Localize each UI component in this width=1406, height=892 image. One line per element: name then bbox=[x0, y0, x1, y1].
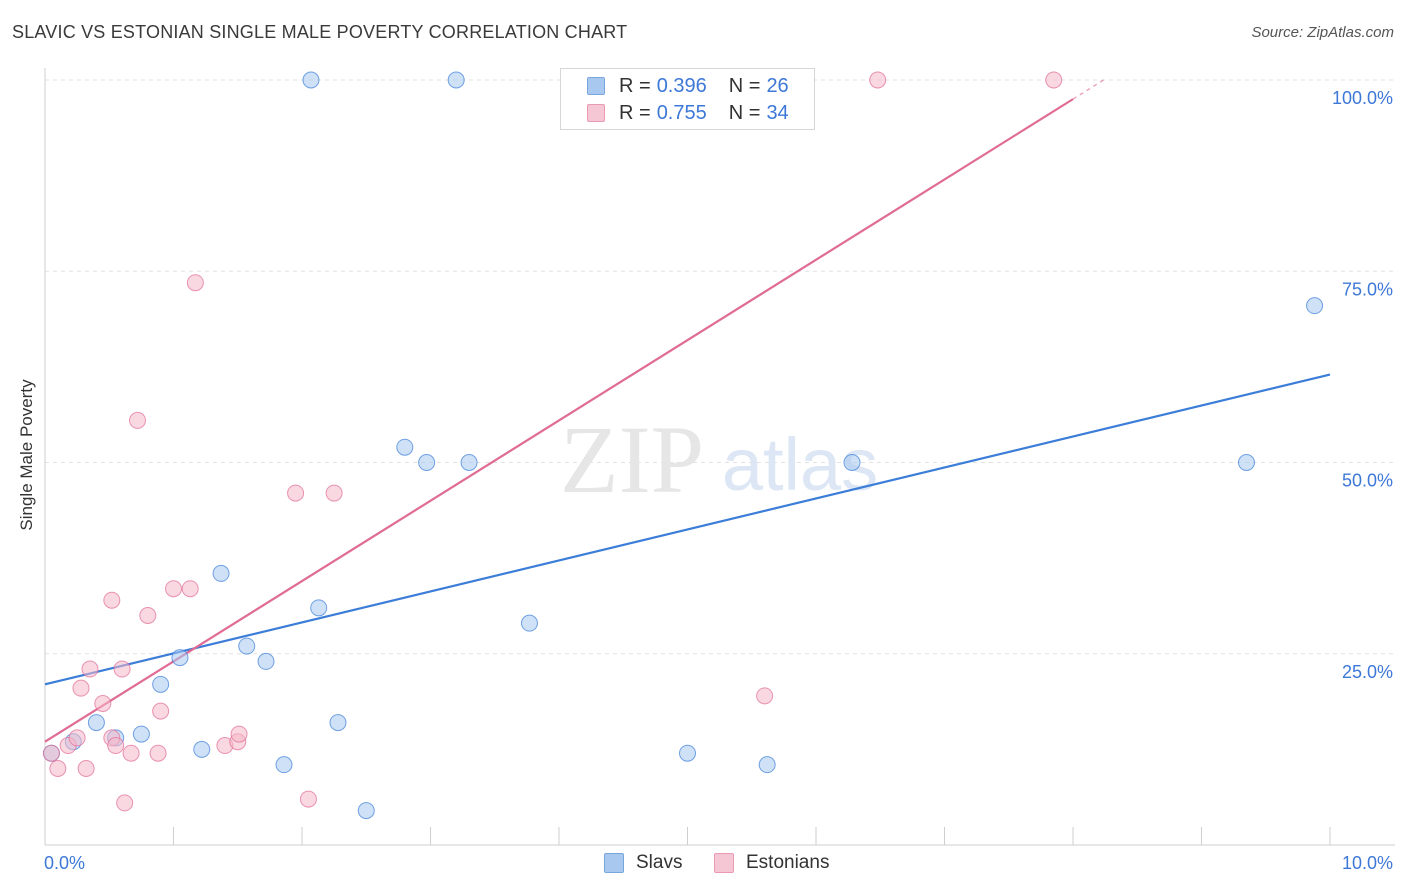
point-estonians-0 bbox=[42, 744, 60, 762]
point-estonians-23 bbox=[230, 725, 248, 743]
axes bbox=[44, 68, 1395, 846]
y-tick-label-75: 75.0% bbox=[1342, 279, 1393, 299]
point-slavs-18 bbox=[447, 71, 465, 89]
point-slavs-25 bbox=[1306, 297, 1324, 315]
legend-swatch-estonians bbox=[587, 104, 605, 122]
data-points bbox=[42, 71, 1324, 820]
legend: R = 0.396 N = 26 R = 0.755 N = 34 bbox=[560, 68, 815, 130]
point-slavs-5 bbox=[152, 675, 170, 693]
point-slavs-9 bbox=[238, 637, 256, 655]
bottom-legend-swatch-slavs bbox=[604, 853, 624, 873]
legend-n-label: N = bbox=[728, 101, 761, 124]
trend-lines bbox=[44, 78, 1331, 743]
legend-n-value: 34 bbox=[766, 101, 789, 124]
trend-line-estonians-extension bbox=[1072, 78, 1106, 100]
point-slavs-19 bbox=[460, 454, 478, 471]
point-slavs-8 bbox=[212, 564, 230, 582]
point-slavs-16 bbox=[396, 438, 414, 456]
point-estonians-4 bbox=[72, 679, 90, 697]
point-slavs-24 bbox=[1237, 454, 1255, 471]
watermark: ZIP atlas bbox=[560, 406, 878, 513]
point-estonians-10 bbox=[107, 737, 125, 755]
y-tick-label-50: 50.0% bbox=[1342, 471, 1393, 491]
x-tick-label-min: 0.0% bbox=[44, 853, 85, 873]
source-label: Source: ZipAtlas.com bbox=[1251, 24, 1394, 41]
grid-lines bbox=[45, 79, 1395, 655]
legend-r-label: R = bbox=[619, 74, 651, 97]
point-estonians-19 bbox=[181, 580, 199, 598]
point-slavs-11 bbox=[275, 756, 293, 774]
watermark-zip: ZIP bbox=[560, 406, 704, 513]
point-estonians-14 bbox=[129, 411, 147, 429]
legend-r-value: 0.755 bbox=[656, 101, 707, 124]
y-axis-label: Single Male Poverty bbox=[17, 379, 36, 531]
point-slavs-22 bbox=[758, 756, 776, 774]
point-estonians-5 bbox=[77, 760, 95, 777]
trend-line-slavs bbox=[44, 373, 1331, 686]
point-estonians-20 bbox=[186, 274, 204, 292]
tick-labels: 25.0% 50.0% 75.0% 100.0% 0.0% 10.0% bbox=[44, 88, 1393, 873]
point-slavs-20 bbox=[520, 614, 538, 632]
bottom-legend-label-slavs: Slavs bbox=[636, 852, 683, 873]
point-estonians-9 bbox=[103, 591, 121, 609]
legend-n-label: N = bbox=[728, 74, 761, 97]
bottom-legend-estonians: Estonians bbox=[714, 852, 829, 874]
bottom-legend-slavs: Slavs bbox=[604, 852, 682, 874]
point-estonians-18 bbox=[165, 580, 182, 598]
point-estonians-26 bbox=[325, 484, 343, 502]
legend-row-slavs: R = 0.396 N = 26 bbox=[587, 74, 789, 98]
legend-r-value: 0.396 bbox=[656, 74, 707, 97]
trend-line-estonians bbox=[44, 98, 1074, 743]
y-tick-label-25: 25.0% bbox=[1342, 662, 1393, 682]
point-slavs-12 bbox=[302, 71, 320, 89]
point-estonians-6 bbox=[81, 660, 99, 678]
point-estonians-12 bbox=[116, 794, 134, 812]
legend-r-label: R = bbox=[619, 101, 651, 124]
point-estonians-16 bbox=[149, 744, 167, 762]
legend-swatch-slavs bbox=[587, 77, 605, 95]
point-estonians-11 bbox=[113, 660, 131, 678]
point-slavs-4 bbox=[132, 725, 150, 743]
point-slavs-10 bbox=[257, 652, 275, 670]
point-estonians-17 bbox=[152, 702, 170, 720]
legend-row-estonians: R = 0.755 N = 34 bbox=[587, 101, 789, 125]
point-estonians-28 bbox=[756, 687, 774, 705]
x-tick-label-max: 10.0% bbox=[1342, 853, 1393, 873]
point-estonians-3 bbox=[68, 729, 86, 747]
point-estonians-1 bbox=[49, 760, 67, 777]
point-estonians-24 bbox=[287, 484, 305, 502]
point-slavs-23 bbox=[843, 454, 861, 471]
point-estonians-15 bbox=[139, 607, 157, 624]
point-slavs-13 bbox=[310, 599, 328, 617]
point-estonians-25 bbox=[299, 790, 317, 808]
point-slavs-21 bbox=[679, 744, 696, 762]
bottom-legend-label-estonians: Estonians bbox=[746, 852, 830, 873]
point-estonians-29 bbox=[869, 71, 887, 89]
chart-title: SLAVIC VS ESTONIAN SINGLE MALE POVERTY C… bbox=[12, 22, 628, 42]
point-slavs-14 bbox=[329, 714, 347, 732]
point-slavs-2 bbox=[87, 714, 105, 732]
point-slavs-6 bbox=[171, 649, 189, 667]
point-estonians-7 bbox=[94, 694, 112, 712]
legend-n-value: 26 bbox=[766, 74, 789, 97]
bottom-legend-swatch-estonians bbox=[714, 853, 734, 873]
y-tick-label-100: 100.0% bbox=[1332, 88, 1393, 108]
point-slavs-7 bbox=[193, 740, 211, 758]
point-estonians-30 bbox=[1045, 71, 1063, 89]
point-slavs-17 bbox=[418, 454, 436, 471]
point-estonians-13 bbox=[122, 744, 140, 762]
point-slavs-15 bbox=[357, 802, 375, 820]
bottom-legend: Slavs Estonians bbox=[0, 852, 1406, 878]
